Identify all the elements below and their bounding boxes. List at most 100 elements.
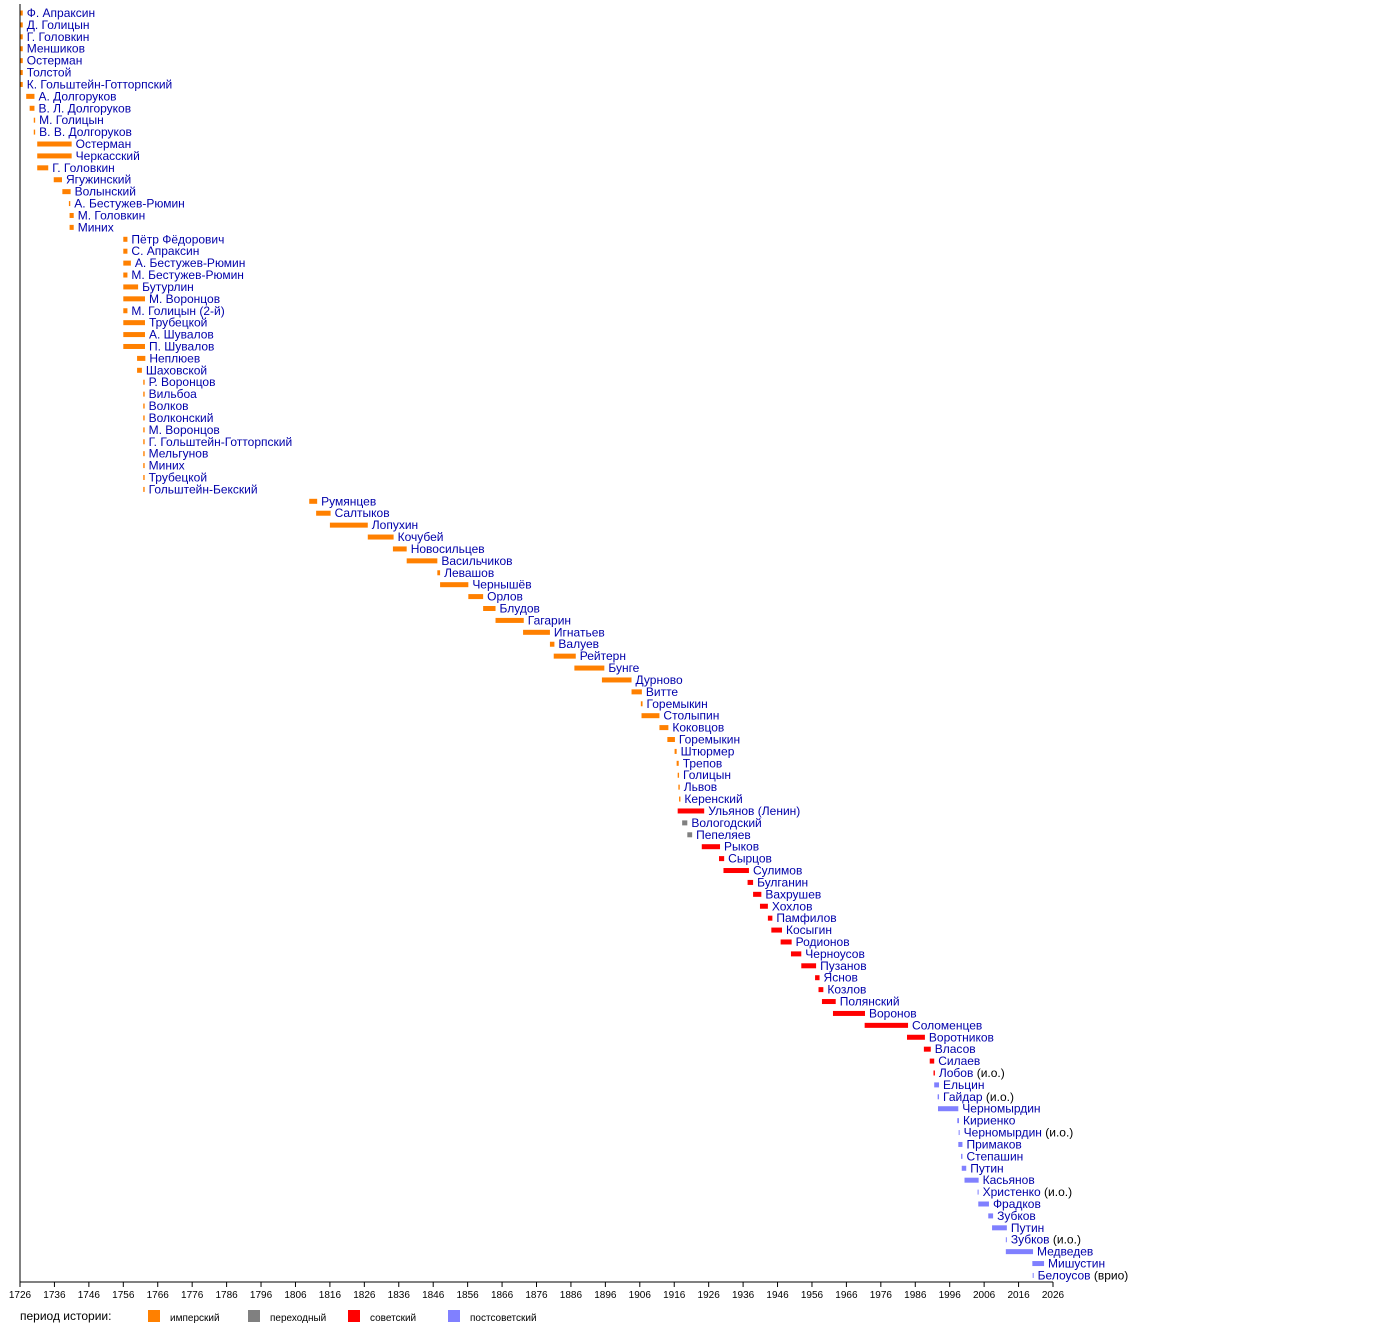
bar-14 <box>53 177 62 183</box>
bar-65 <box>678 784 680 790</box>
bar-label-79: Черноусов <box>805 947 865 961</box>
bar-87 <box>923 1046 931 1052</box>
legend-swatch-soviet <box>348 1310 360 1322</box>
bar-17 <box>69 212 74 218</box>
x-tick-label-15: 1876 <box>525 1290 548 1301</box>
bar-10 <box>33 129 36 135</box>
bar-label-103: Зубков (и.о.) <box>1011 1233 1081 1247</box>
bar-label-104: Медведев <box>1037 1245 1093 1259</box>
legend-label-imperial: имперский <box>170 1313 220 1324</box>
bar-5 <box>20 70 23 76</box>
bar-92 <box>937 1106 959 1112</box>
bar-19 <box>123 236 128 242</box>
bar-66 <box>679 796 681 802</box>
bar-label-93: Кириенко <box>963 1114 1016 1128</box>
bar-52 <box>523 629 550 635</box>
bar-32 <box>143 391 145 397</box>
bar-84 <box>832 1010 865 1016</box>
bar-label-90: Ельцин <box>943 1078 984 1092</box>
x-tick-label-11: 1836 <box>388 1290 411 1301</box>
bar-9 <box>33 117 36 123</box>
bar-39 <box>143 474 145 480</box>
bar-label-44: Кочубей <box>398 530 444 544</box>
bar-label-53: Валуев <box>558 637 599 651</box>
bar-103 <box>1005 1237 1007 1243</box>
legend-swatch-postsoviet <box>448 1310 460 1322</box>
legend: период истории: имперский переходный совет… <box>20 1309 537 1324</box>
x-tick-label-20: 1926 <box>698 1290 721 1301</box>
bar-7 <box>26 93 35 99</box>
bar-26 <box>123 320 145 326</box>
x-tick-label-28: 2006 <box>973 1290 996 1301</box>
x-tick-label-2: 1746 <box>78 1290 101 1301</box>
x-tick-label-24: 1966 <box>835 1290 858 1301</box>
bar-54 <box>553 653 576 659</box>
bar-label-82: Козлов <box>827 983 866 997</box>
x-tick-label-1: 1736 <box>43 1290 66 1301</box>
x-tick-label-27: 1996 <box>939 1290 962 1301</box>
bar-label-73: Булганин <box>757 875 808 889</box>
bar-label-66: Керенский <box>684 792 742 806</box>
bar-69 <box>687 832 693 838</box>
bar-label-86: Воротников <box>929 1030 994 1044</box>
bar-62 <box>674 748 677 754</box>
bar-15 <box>62 189 71 195</box>
bar-42 <box>316 510 331 516</box>
bar-label-51: Гагарин <box>528 613 571 627</box>
x-tick-label-0: 1726 <box>9 1290 32 1301</box>
bar-31 <box>143 379 145 385</box>
bar-85 <box>864 1022 909 1028</box>
bar-105 <box>1032 1261 1045 1267</box>
bar-label-40: Гольштейн-Бекский <box>149 482 258 496</box>
x-tick-label-17: 1896 <box>594 1290 617 1301</box>
bar-label-36: Г. Гольштейн-Готторпский <box>149 435 293 449</box>
bar-27 <box>123 332 145 338</box>
bar-label-9: М. Голицын <box>39 113 104 127</box>
bar-label-56: Дурново <box>636 673 683 687</box>
bar-label-70: Рыков <box>724 840 759 854</box>
bar-43 <box>329 522 368 528</box>
x-tick-label-26: 1986 <box>904 1290 927 1301</box>
bar-label-34: Волконский <box>149 411 214 425</box>
bar-label-24: М. Воронцов <box>149 292 220 306</box>
bar-49 <box>468 594 484 600</box>
bar-label-37: Мельгунов <box>149 447 209 461</box>
bar-8 <box>29 105 35 111</box>
bar-75 <box>759 903 768 909</box>
bar-40 <box>143 486 145 492</box>
bar-label-99: Христенко (и.о.) <box>983 1185 1072 1199</box>
bar-55 <box>574 665 605 671</box>
bar-label-7: А. Долгоруков <box>38 89 116 103</box>
bar-72 <box>723 868 749 874</box>
bar-label-94: Черномырдин (и.о.) <box>964 1126 1074 1140</box>
bar-label-39: Трубецкой <box>149 470 207 484</box>
bar-label-100: Фрадков <box>993 1197 1041 1211</box>
bar-label-62: Штюрмер <box>681 744 735 758</box>
bar-label-43: Лопухин <box>372 518 418 532</box>
bar-label-96: Степашин <box>966 1149 1023 1163</box>
bar-101 <box>988 1213 994 1219</box>
x-tick-label-13: 1856 <box>457 1290 480 1301</box>
bar-label-2: Г. Головкин <box>27 30 90 44</box>
bar-45 <box>392 546 407 552</box>
x-tick-label-25: 1976 <box>870 1290 893 1301</box>
bar-label-35: М. Воронцов <box>149 423 220 437</box>
bar-label-30: Шаховской <box>146 363 207 377</box>
bar-label-52: Игнатьев <box>554 625 605 639</box>
bar-61 <box>667 737 675 743</box>
bar-96 <box>961 1153 963 1159</box>
bar-91 <box>937 1094 940 1100</box>
bar-label-6: К. Гольштейн-Готторпский <box>27 77 172 91</box>
bar-label-28: П. Шувалов <box>149 339 214 353</box>
bar-48 <box>440 582 469 588</box>
x-tick-label-3: 1756 <box>112 1290 135 1301</box>
bar-label-81: Яснов <box>824 971 858 985</box>
x-tick-label-21: 1936 <box>732 1290 755 1301</box>
bar-78 <box>780 939 792 945</box>
x-tick-label-19: 1916 <box>663 1290 686 1301</box>
bar-label-76: Памфилов <box>776 911 836 925</box>
bar-label-17: М. Головкин <box>78 208 146 222</box>
bar-51 <box>495 617 524 623</box>
bars-layer <box>20 10 1045 1278</box>
bar-label-91: Гайдар (и.о.) <box>943 1090 1014 1104</box>
